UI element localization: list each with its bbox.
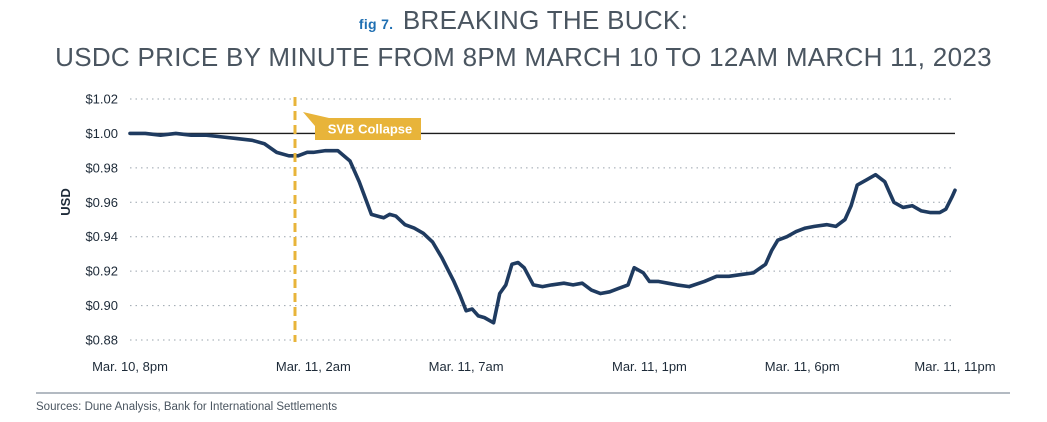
usdc-price-series-line (128, 131, 957, 325)
figure-label: fig 7. (358, 16, 394, 32)
svb-collapse-callout-box (303, 112, 421, 140)
svb-collapse-callout: SVB Collapse (303, 112, 421, 140)
x-tick-label: Mar. 11, 6pm (765, 359, 840, 374)
y-tick-label: $0.92 (85, 264, 118, 279)
source-note: Sources: Dune Analysis, Bank for Interna… (36, 401, 338, 413)
x-tick-label: Mar. 11, 11pm (914, 359, 995, 374)
x-tick-label: Mar. 11, 7am (429, 359, 504, 374)
y-tick-label: $0.88 (85, 333, 118, 348)
title-line-2: USDC PRICE BY MINUTE FROM 8PM MARCH 10 T… (55, 42, 992, 72)
x-tick-label: Mar. 11, 2am (276, 359, 351, 374)
title-main: BREAKING THE BUCK: (402, 5, 689, 35)
gridlines (130, 98, 955, 341)
svb-collapse-label: SVB Collapse (328, 122, 413, 137)
y-tick-label: $0.90 (85, 298, 118, 313)
y-tick-label: $0.94 (85, 229, 118, 244)
y-tick-label: $1.00 (85, 126, 118, 141)
title-line-1: fig 7. BREAKING THE BUCK: (0, 4, 1047, 40)
chart-title: fig 7. BREAKING THE BUCK: USDC PRICE BY … (0, 4, 1047, 74)
x-tick-label: Mar. 11, 1pm (612, 359, 687, 374)
series-layer (128, 131, 957, 325)
y-tick-label: $1.02 (85, 92, 118, 107)
y-axis-label: USD (58, 188, 73, 215)
y-axis-ticks: $0.88 $0.90 $0.92 $0.94 $0.96 $0.98 $1.00 $1.02 (85, 92, 118, 348)
y-tick-label: $0.96 (85, 195, 118, 210)
y-tick-label: $0.98 (85, 160, 118, 175)
x-axis-ticks: Mar. 10, 8pm Mar. 11, 2am Mar. 11, 7am Mar.… (92, 359, 996, 374)
x-tick-label: Mar. 10, 8pm (92, 359, 168, 374)
